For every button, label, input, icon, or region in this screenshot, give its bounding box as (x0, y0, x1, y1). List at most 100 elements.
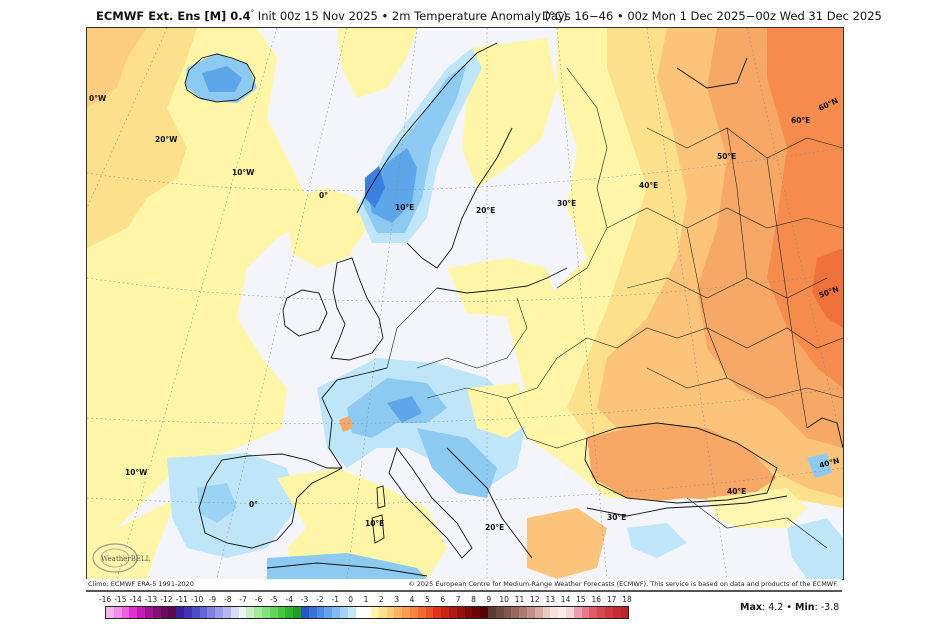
label-10w-north: 10°W (232, 168, 255, 177)
colorbar-tick: 4 (409, 595, 415, 604)
colorbar-segment (324, 607, 333, 618)
colorbar-segment (558, 607, 567, 618)
colorbar-segment (199, 607, 208, 618)
colorbar-tick: -12 (160, 595, 173, 604)
colorbar-tick: 15 (576, 595, 586, 604)
colorbar-segment (238, 607, 247, 618)
colorbar-tick: -15 (114, 595, 127, 604)
colorbar-segment (347, 607, 356, 618)
colorbar-segment (534, 607, 543, 618)
colorbar-segment (363, 607, 372, 618)
colorbar-segment (152, 607, 161, 618)
label-10e-north: 10°E (395, 203, 414, 212)
label-20e-south: 20°E (485, 523, 504, 532)
colorbar-tick: -7 (239, 595, 247, 604)
colorbar-segment (222, 607, 231, 618)
colorbar-segment (285, 607, 294, 618)
colorbar-segment (215, 607, 223, 618)
credits-strip: Climo: ECMWF ERA-5 1991-2020 © 2025 Euro… (86, 579, 842, 592)
coastlines (184, 42, 843, 577)
colorbar-segment (371, 607, 379, 618)
degree-symbol: ° (250, 9, 255, 18)
blacksea-warm (587, 423, 777, 503)
colorbar-tick: 1 (363, 595, 369, 604)
colorbar-segment (542, 607, 551, 618)
colorbar-segment (394, 607, 403, 618)
colorbar-segment (605, 607, 613, 618)
iberia-coast (198, 453, 343, 549)
colorbar-tick: -5 (270, 595, 278, 604)
britain-coast (330, 257, 384, 361)
colorbar-segment (269, 607, 278, 618)
title-bar: ECMWF Ext. Ens [M] 0.4° Init 00z 15 Nov … (0, 0, 940, 26)
colorbar-tick: -1 (331, 595, 340, 604)
colorbar-segment (339, 607, 348, 618)
colorbar-segment (254, 607, 262, 618)
climo-credit: Climo: ECMWF ERA-5 1991-2020 (88, 580, 194, 588)
init-and-variable: Init 00z 15 Nov 2025 • 2m Temperature An… (254, 9, 568, 23)
colorbar-tick: -14 (129, 595, 142, 604)
colorbar-segment (527, 607, 535, 618)
colorbar-segment (137, 607, 145, 618)
colorbar-segment (183, 607, 192, 618)
balkans-cool (417, 428, 497, 498)
colorbar-segment (441, 607, 450, 618)
label-20w: 20°W (155, 135, 178, 144)
colorbar-segment (589, 607, 598, 618)
colorbar-tick: 18 (622, 595, 632, 604)
colorbar-segment (207, 607, 216, 618)
colorbar-segment (332, 607, 340, 618)
north-yellow-patch (337, 28, 417, 98)
colorbar-segment (503, 607, 512, 618)
colorbar-tick: 6 (440, 595, 446, 604)
caspian-coast (806, 417, 843, 449)
label-0-south: 0° (249, 500, 258, 509)
colorbar-segment (488, 607, 496, 618)
turkey-coast (586, 495, 788, 517)
colorbar-segment (597, 607, 605, 618)
label-50e: 50°E (717, 152, 736, 161)
logo-text: WeatherBELL (101, 555, 151, 563)
colorbar-segment (402, 607, 411, 618)
colorbar-tick: -13 (144, 595, 158, 604)
norway-cool-4 (365, 166, 385, 208)
label-40e-south: 40°E (727, 487, 746, 496)
baltic-yellow (447, 258, 557, 318)
norway-coast (356, 42, 498, 214)
colorbar-segment (550, 607, 559, 618)
anatolia-cool-1 (627, 523, 687, 558)
colorbar-tick-labels: -16 -15 -14 -13 -12 -11 -10 -9 -8 -7 -6 -5 -4 -3 -2 -1 0… (98, 595, 640, 605)
colorbar-segment (433, 607, 442, 618)
colorbar-segment (106, 607, 114, 618)
anatolia-yellow (707, 488, 807, 528)
colorbar-segment (495, 607, 504, 618)
east-warm-6 (812, 248, 843, 328)
map-panel: 0°W 20°W 10°W 0° 10°E 20°E 30°E 40°E 50°… (86, 27, 844, 580)
atlantic-warm-orange-2 (87, 28, 147, 108)
colorbar-segment (417, 607, 426, 618)
colorbar-tick: -16 (98, 595, 112, 604)
colorbar-tick: -3 (300, 595, 309, 604)
baltic-coast (436, 267, 568, 294)
colorbar-segment (355, 607, 364, 618)
colorbar-tick: 12 (530, 595, 540, 604)
colorbar-tick: 2 (378, 595, 384, 604)
colorbar-segment (176, 607, 184, 618)
france-coast (321, 367, 388, 469)
label-20e-north: 20°E (476, 206, 495, 215)
colorbar-tick: 10 (499, 595, 509, 604)
sardinia-coast (371, 514, 385, 544)
colorbar-tick: -9 (208, 595, 217, 604)
colorbar-segment (168, 607, 177, 618)
colorbar-tick: 17 (606, 595, 617, 604)
colorbar-tick: 11 (514, 595, 525, 604)
alps-warm-spot (339, 416, 353, 432)
caucasus-cool (807, 453, 832, 478)
colorbar-segment (456, 607, 465, 618)
max-label: Max (740, 602, 762, 613)
northsea-yellow (287, 188, 367, 268)
colorbar-segment (300, 607, 309, 618)
norway-cool-3 (367, 148, 417, 223)
min-value: : -3.8 (814, 602, 840, 613)
colorbar-tick: -6 (254, 595, 263, 604)
